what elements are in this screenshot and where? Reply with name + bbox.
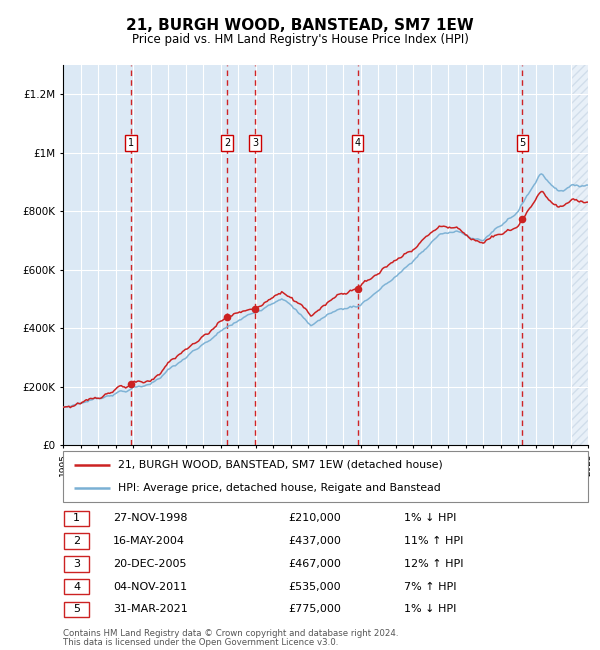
Text: 21, BURGH WOOD, BANSTEAD, SM7 1EW (detached house): 21, BURGH WOOD, BANSTEAD, SM7 1EW (detac…: [118, 460, 443, 470]
Bar: [64, 511, 89, 526]
Bar: [571, 65, 588, 445]
Bar: [571, 65, 588, 445]
Text: 1: 1: [128, 138, 134, 148]
Bar: [64, 602, 89, 617]
Text: 3: 3: [73, 559, 80, 569]
Text: 12% ↑ HPI: 12% ↑ HPI: [404, 559, 464, 569]
Text: 16-MAY-2004: 16-MAY-2004: [113, 536, 185, 546]
Text: £775,000: £775,000: [289, 604, 341, 614]
Text: Contains HM Land Registry data © Crown copyright and database right 2024.: Contains HM Land Registry data © Crown c…: [63, 629, 398, 638]
Text: 5: 5: [73, 604, 80, 614]
Text: 31-MAR-2021: 31-MAR-2021: [113, 604, 188, 614]
Text: 2: 2: [224, 138, 230, 148]
Text: £437,000: £437,000: [289, 536, 341, 546]
Text: £535,000: £535,000: [289, 582, 341, 592]
Text: This data is licensed under the Open Government Licence v3.0.: This data is licensed under the Open Gov…: [63, 638, 338, 647]
Text: 20-DEC-2005: 20-DEC-2005: [113, 559, 187, 569]
Text: 4: 4: [73, 582, 80, 592]
Text: 1% ↓ HPI: 1% ↓ HPI: [404, 604, 457, 614]
Text: 1% ↓ HPI: 1% ↓ HPI: [404, 514, 457, 523]
Text: HPI: Average price, detached house, Reigate and Banstead: HPI: Average price, detached house, Reig…: [118, 482, 441, 493]
Text: 2: 2: [73, 536, 80, 546]
Bar: [64, 556, 89, 571]
Text: 21, BURGH WOOD, BANSTEAD, SM7 1EW: 21, BURGH WOOD, BANSTEAD, SM7 1EW: [126, 18, 474, 33]
Bar: [64, 579, 89, 594]
Text: £210,000: £210,000: [289, 514, 341, 523]
Text: 27-NOV-1998: 27-NOV-1998: [113, 514, 187, 523]
Text: 11% ↑ HPI: 11% ↑ HPI: [404, 536, 464, 546]
Text: Price paid vs. HM Land Registry's House Price Index (HPI): Price paid vs. HM Land Registry's House …: [131, 32, 469, 46]
Text: 7% ↑ HPI: 7% ↑ HPI: [404, 582, 457, 592]
Text: £467,000: £467,000: [289, 559, 341, 569]
Text: 1: 1: [73, 514, 80, 523]
Text: 04-NOV-2011: 04-NOV-2011: [113, 582, 187, 592]
Text: 4: 4: [355, 138, 361, 148]
Bar: [64, 534, 89, 549]
Text: 5: 5: [519, 138, 526, 148]
Text: 3: 3: [252, 138, 258, 148]
